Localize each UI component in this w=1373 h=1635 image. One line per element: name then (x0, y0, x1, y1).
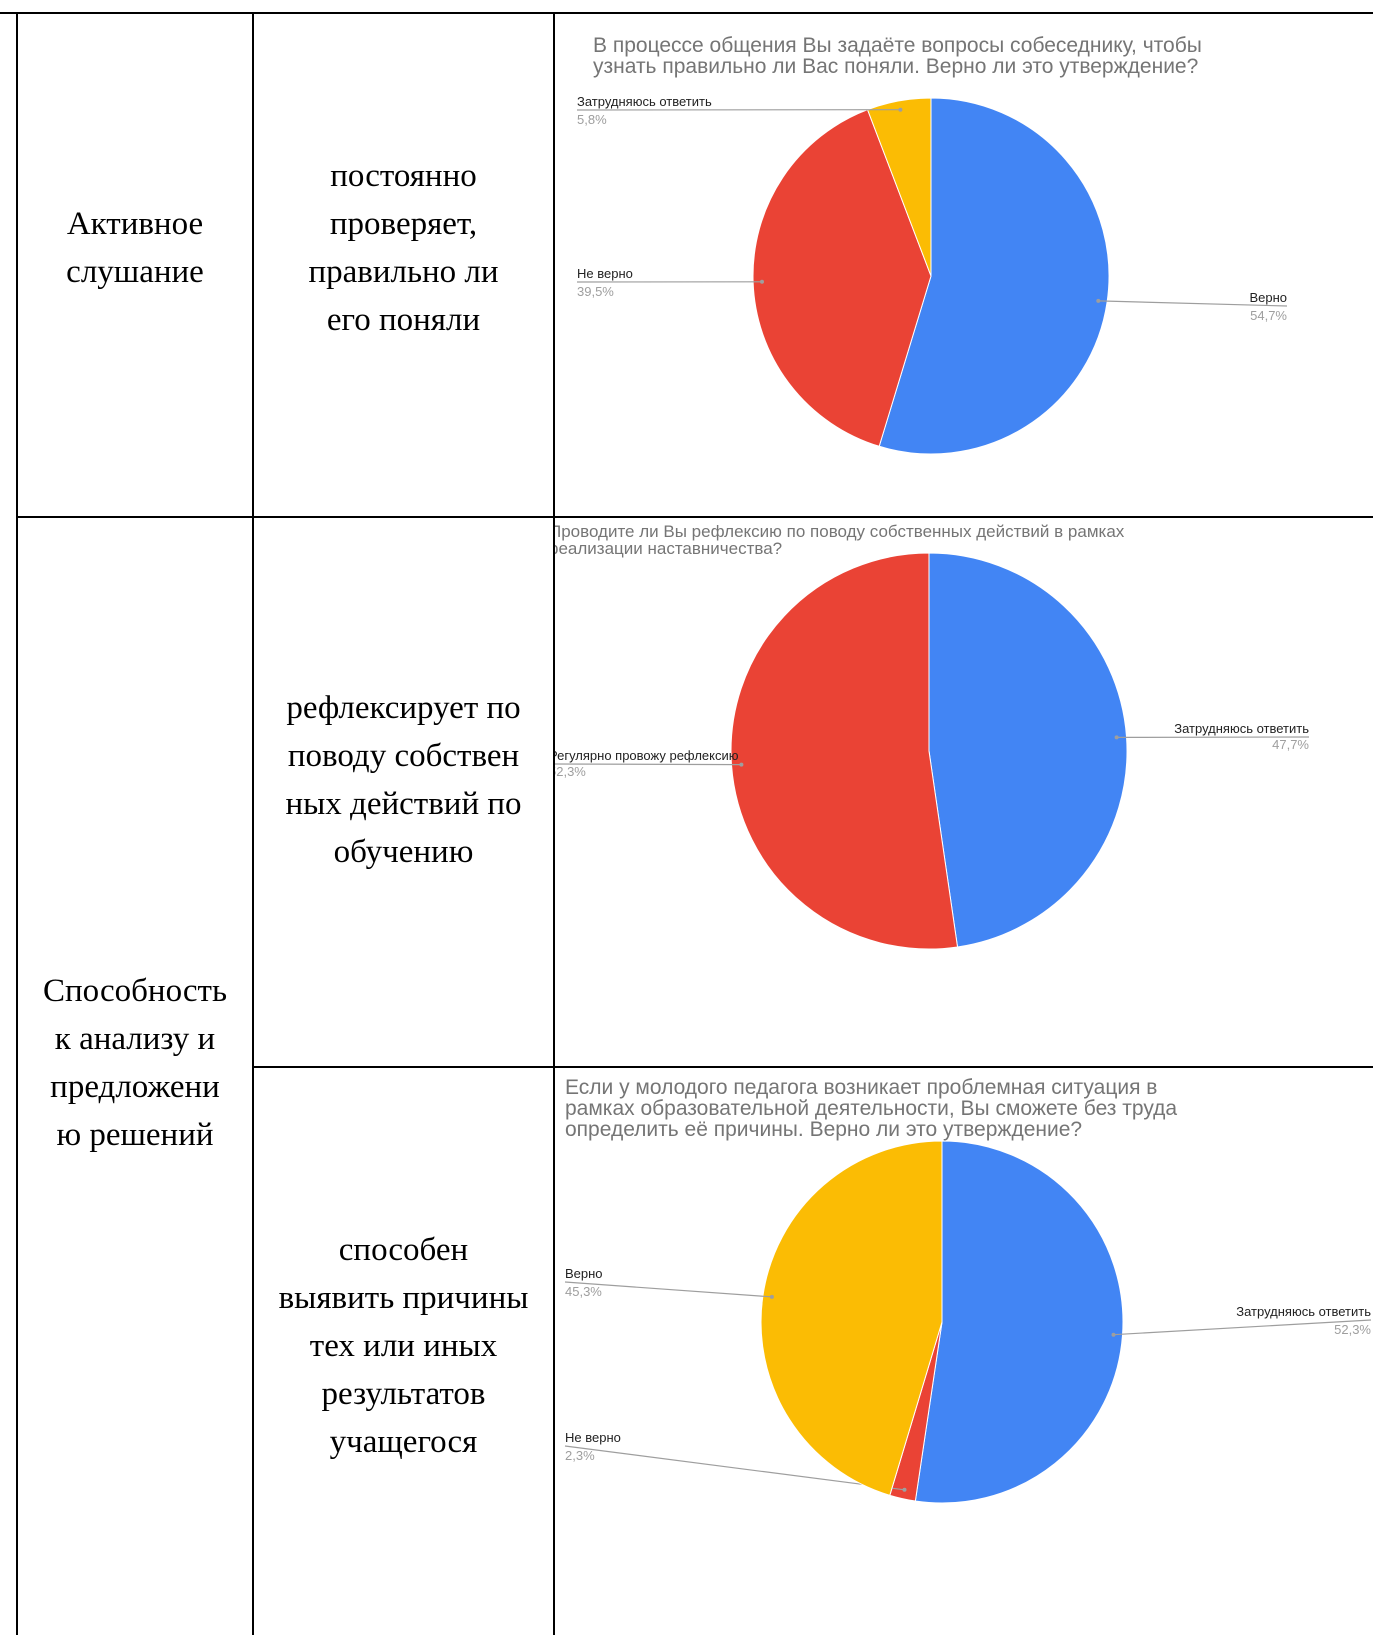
slice-label: Регулярно провожу рефлексию (555, 748, 739, 763)
table-row-divider-1 (16, 516, 1373, 518)
competence-line: слушание (66, 254, 204, 290)
pie-slice (928, 552, 1128, 948)
competence-cell: Способность к анализу и предложени ю реш… (18, 967, 252, 1159)
slice-value-label: 2,3% (565, 1448, 595, 1463)
leader-line (1098, 300, 1288, 307)
leader-dot (1114, 735, 1119, 740)
slice-label: Верно (1249, 290, 1287, 305)
indicator-line: ных действий по (285, 786, 522, 822)
pie-slice (914, 1140, 1124, 1504)
leader-dot (769, 1294, 774, 1299)
indicator-line: правильно ли (308, 254, 499, 290)
slice-value-label: 39,5% (577, 284, 614, 299)
indicator-cell: способен выявить причины тех или иных ре… (254, 1226, 553, 1466)
table-border-left (16, 12, 18, 1635)
table-col-divider-1 (252, 12, 254, 1635)
leader-dot (739, 762, 744, 767)
indicator-line: тех или иных (309, 1328, 498, 1364)
leader-line (564, 1445, 905, 1491)
pie-chart-problem-causes: Если у молодого педагога возникает пробл… (564, 1076, 1372, 1504)
chart-title: Проводите ли Вы рефлексию по поводу собс… (555, 522, 1125, 558)
leader-dot (902, 1487, 907, 1492)
indicator-line: способен (338, 1232, 469, 1268)
competence-line: предложени (50, 1069, 220, 1105)
chart-title-line: рамках образовательной деятельности, Вы … (565, 1097, 1177, 1120)
chart-title-line: узнать правильно ли Вас поняли. Верно ли… (593, 55, 1198, 78)
indicator-line: его поняли (326, 302, 481, 338)
indicator-line: выявить причины (278, 1280, 529, 1316)
slice-value-label: 52,3% (1334, 1322, 1371, 1337)
competence-line: Активное (66, 206, 204, 242)
leader-line (555, 763, 742, 766)
competence-line: ю решений (56, 1117, 214, 1153)
chart-title-line: В процессе общения Вы задаёте вопросы со… (593, 34, 1202, 57)
slice-label: Затрудняюсь ответить (1236, 1304, 1371, 1319)
chart-title-line: Проводите ли Вы рефлексию по поводу собс… (555, 522, 1125, 541)
table-border-top (0, 12, 1373, 14)
pie-chart-active-listening: В процессе общения Вы задаёте вопросы со… (576, 34, 1288, 455)
slice-value-label: 54,7% (1250, 308, 1287, 323)
competence-cell: Активное слушание (18, 200, 252, 296)
slice-label: Затрудняюсь ответить (1174, 721, 1309, 736)
slice-label: Затрудняюсь ответить (577, 94, 712, 109)
indicator-line: результатов (321, 1376, 486, 1412)
slice-label: Не верно (565, 1430, 621, 1445)
indicator-line: проверяет, (329, 206, 478, 242)
pie-slice (878, 97, 1110, 455)
indicator-line: постоянно (330, 158, 477, 194)
pie-chart-reflection: Проводите ли Вы рефлексию по поводу собс… (555, 522, 1309, 950)
slice-value-label: 5,8% (577, 112, 607, 127)
leader-line (1113, 1319, 1372, 1336)
chart-title: В процессе общения Вы задаёте вопросы со… (593, 34, 1202, 78)
slice-value-label: 45,3% (565, 1284, 602, 1299)
slice-label: Не верно (577, 266, 633, 281)
slice-value-label: 47,7% (1272, 737, 1309, 752)
chart-title: Если у молодого педагога возникает пробл… (565, 1076, 1177, 1141)
indicator-cell: постоянно проверяет, правильно ли его по… (254, 152, 553, 344)
table-row-divider-2 (252, 1066, 1373, 1068)
indicator-cell: рефлексирует по поводу собствен ных дейс… (254, 684, 553, 876)
indicator-line: обучению (333, 834, 474, 870)
leader-dot (898, 107, 903, 112)
indicator-line: поводу собствен (287, 738, 520, 774)
leader-line (564, 1281, 772, 1298)
chart-title-line: определить её причины. Верно ли это утве… (565, 1118, 1082, 1141)
pie-slice (760, 1140, 943, 1496)
pie-slice (730, 552, 959, 950)
competence-line: Способность (42, 973, 228, 1009)
indicator-line: рефлексирует по (286, 690, 521, 726)
indicator-line: учащегося (329, 1424, 478, 1460)
chart-title-line: реализации наставничества? (555, 539, 782, 558)
table-col-divider-2 (553, 12, 555, 1635)
slice-value-label: 52,3% (555, 764, 586, 779)
chart-title-line: Если у молодого педагога возникает пробл… (565, 1076, 1157, 1099)
slice-label: Верно (565, 1266, 603, 1281)
competence-line: к анализу и (54, 1021, 216, 1057)
